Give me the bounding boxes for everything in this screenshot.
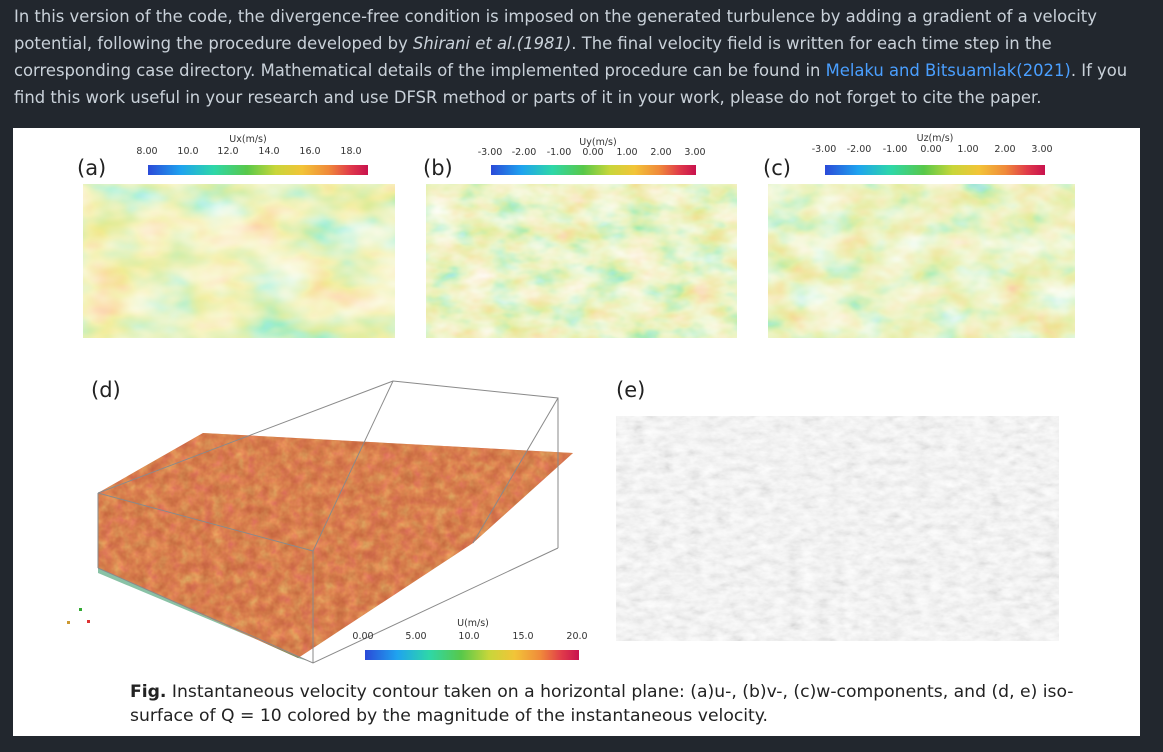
panel-c-contour-plot xyxy=(768,184,1075,338)
panel-d-colorbar-title: U(m/s) xyxy=(457,618,489,629)
panel-c-tick: -1.00 xyxy=(882,144,908,155)
panel-b-label: (b) xyxy=(423,156,453,180)
panel-b-contour-plot xyxy=(426,184,737,338)
panel-a-colorbar xyxy=(148,165,368,175)
panel-d-tick: 15.0 xyxy=(512,631,534,642)
panel-a-tick: 18.0 xyxy=(340,146,362,157)
panel-d-tick: 10.0 xyxy=(458,631,480,642)
readme-paragraph: In this version of the code, the diverge… xyxy=(14,3,1154,111)
panel-a-contour-plot xyxy=(83,184,395,338)
panel-b-tick: -2.00 xyxy=(511,147,537,158)
turbulence-figure: (a) Ux(m/s) 8.00 10.0 12.0 14.0 16.0 18.… xyxy=(13,128,1140,736)
panel-c-label: (c) xyxy=(763,156,791,180)
paragraph-text-3: . If you find this work useful in your r… xyxy=(14,61,1128,107)
panel-b-colorbar xyxy=(491,165,696,175)
panel-d-isosurface-3d xyxy=(97,380,573,664)
panel-b-tick: -1.00 xyxy=(546,147,572,158)
panel-d-colorbar xyxy=(365,650,579,660)
panel-e-isosurface xyxy=(616,416,1059,641)
panel-a-tick: 8.00 xyxy=(136,146,158,157)
panel-c-colorbar xyxy=(825,165,1045,175)
axes-triad-icon xyxy=(67,608,97,628)
panel-c-tick: -3.00 xyxy=(811,144,837,155)
panel-a-label: (a) xyxy=(77,156,107,180)
panel-a-tick: 10.0 xyxy=(177,146,199,157)
panel-c-tick: 3.00 xyxy=(1031,144,1053,155)
panel-a-colorbar-title: Ux(m/s) xyxy=(229,134,267,145)
melaku-bitsuamlak-link[interactable]: Melaku and Bitsuamlak(2021) xyxy=(825,61,1071,80)
panel-c-tick: -2.00 xyxy=(846,144,872,155)
paragraph-text-1: In this version of the code, the diverge… xyxy=(14,7,1097,53)
panel-e-label: (e) xyxy=(616,378,646,402)
panel-b-tick: 3.00 xyxy=(684,147,706,158)
panel-b-tick: 2.00 xyxy=(650,147,672,158)
panel-b-tick: -3.00 xyxy=(477,147,503,158)
panel-b-tick: 1.00 xyxy=(616,147,638,158)
panel-d-label: (d) xyxy=(91,378,121,402)
panel-b-colorbar-title: Uy(m/s) xyxy=(579,137,617,148)
caption-prefix: Fig. xyxy=(130,682,167,702)
panel-a-tick: 12.0 xyxy=(217,146,239,157)
panel-a-tick: 16.0 xyxy=(299,146,321,157)
panel-c-colorbar-title: Uz(m/s) xyxy=(916,133,954,144)
panel-c-tick: 1.00 xyxy=(957,144,979,155)
panel-c-tick: 2.00 xyxy=(994,144,1016,155)
panel-b-tick: 0.00 xyxy=(582,147,604,158)
paragraph-text-2: . The final velocity field is written fo… xyxy=(14,34,1052,80)
panel-d-tick: 5.00 xyxy=(405,631,427,642)
citation-shirani: Shirani et al.(1981) xyxy=(412,34,572,53)
panel-a-tick: 14.0 xyxy=(258,146,280,157)
caption-text: Instantaneous velocity contour taken on … xyxy=(130,682,1074,726)
figure-caption: Fig. Instantaneous velocity contour take… xyxy=(130,680,1130,728)
panel-d-tick: 0.00 xyxy=(352,631,374,642)
panel-d-tick: 20.0 xyxy=(566,631,588,642)
panel-c-tick: 0.00 xyxy=(920,144,942,155)
